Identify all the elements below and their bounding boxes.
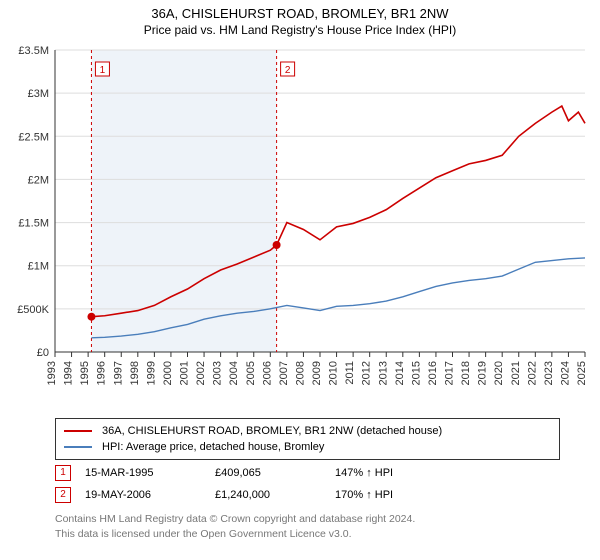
svg-text:1998: 1998 (129, 361, 141, 385)
svg-text:£1.5M: £1.5M (18, 218, 49, 230)
svg-text:1: 1 (100, 65, 106, 76)
svg-text:1999: 1999 (145, 361, 157, 385)
svg-text:1993: 1993 (46, 361, 58, 385)
footer-line-2: This data is licensed under the Open Gov… (55, 527, 415, 542)
svg-text:2003: 2003 (212, 361, 224, 385)
legend-box: 36A, CHISLEHURST ROAD, BROMLEY, BR1 2NW … (55, 418, 560, 460)
sale-pct: 170% ↑ HPI (335, 489, 455, 501)
svg-text:2001: 2001 (179, 361, 191, 385)
svg-text:£0: £0 (37, 347, 49, 359)
sale-badge: 2 (55, 487, 71, 503)
svg-text:2006: 2006 (261, 361, 273, 385)
svg-text:2013: 2013 (377, 361, 389, 385)
svg-text:£3M: £3M (28, 88, 49, 100)
svg-text:1997: 1997 (112, 361, 124, 385)
chart-title: 36A, CHISLEHURST ROAD, BROMLEY, BR1 2NW (0, 0, 600, 21)
svg-text:2014: 2014 (394, 361, 406, 385)
legend-label: 36A, CHISLEHURST ROAD, BROMLEY, BR1 2NW … (102, 425, 442, 437)
legend-row: 36A, CHISLEHURST ROAD, BROMLEY, BR1 2NW … (64, 423, 551, 439)
svg-text:2015: 2015 (410, 361, 422, 385)
legend-swatch (64, 446, 92, 448)
sale-badge: 1 (55, 465, 71, 481)
legend-label: HPI: Average price, detached house, Brom… (102, 441, 324, 453)
legend-row: HPI: Average price, detached house, Brom… (64, 439, 551, 455)
chart-subtitle: Price paid vs. HM Land Registry's House … (0, 21, 600, 37)
svg-text:2012: 2012 (361, 361, 373, 385)
svg-text:£2.5M: £2.5M (18, 131, 49, 143)
svg-text:2005: 2005 (245, 361, 257, 385)
svg-text:2020: 2020 (493, 361, 505, 385)
svg-text:2024: 2024 (559, 361, 571, 385)
svg-text:2011: 2011 (344, 361, 356, 385)
svg-text:2008: 2008 (294, 361, 306, 385)
sale-date: 15-MAR-1995 (85, 467, 215, 479)
svg-text:2007: 2007 (278, 361, 290, 385)
svg-text:2022: 2022 (526, 361, 538, 385)
svg-text:2019: 2019 (477, 361, 489, 385)
footer-attribution: Contains HM Land Registry data © Crown c… (55, 512, 415, 541)
sale-pct: 147% ↑ HPI (335, 467, 455, 479)
svg-text:£500K: £500K (17, 304, 49, 316)
svg-text:2025: 2025 (576, 361, 588, 385)
svg-text:2016: 2016 (427, 361, 439, 385)
svg-text:2017: 2017 (444, 361, 456, 385)
svg-text:2018: 2018 (460, 361, 472, 385)
legend-swatch (64, 430, 92, 432)
svg-text:2009: 2009 (311, 361, 323, 385)
svg-text:£3.5M: £3.5M (18, 45, 49, 57)
sales-table: 1 15-MAR-1995£409,065147% ↑ HPI 2 19-MAY-20… (55, 462, 455, 506)
svg-text:2000: 2000 (162, 361, 174, 385)
svg-text:2: 2 (285, 65, 291, 76)
chart-container: 36A, CHISLEHURST ROAD, BROMLEY, BR1 2NW … (0, 0, 600, 560)
svg-text:2021: 2021 (510, 361, 522, 385)
svg-text:1996: 1996 (96, 361, 108, 385)
svg-text:2023: 2023 (543, 361, 555, 385)
sale-date: 19-MAY-2006 (85, 489, 215, 501)
svg-text:2002: 2002 (195, 361, 207, 385)
sale-price: £1,240,000 (215, 489, 335, 501)
sale-row: 1 15-MAR-1995£409,065147% ↑ HPI (55, 462, 455, 484)
sale-price: £409,065 (215, 467, 335, 479)
svg-text:£1M: £1M (28, 261, 49, 273)
footer-line-1: Contains HM Land Registry data © Crown c… (55, 512, 415, 527)
chart-plot-area: £0 £500K £1M £1.5M £2M £2.5M £3M £3.5M 1993 1994 1… (0, 42, 600, 412)
svg-text:2004: 2004 (228, 361, 240, 385)
svg-text:1995: 1995 (79, 361, 91, 385)
svg-text:1994: 1994 (63, 361, 75, 385)
sale-row: 2 19-MAY-2006£1,240,000170% ↑ HPI (55, 484, 455, 506)
svg-text:£2M: £2M (28, 174, 49, 186)
svg-text:2010: 2010 (328, 361, 340, 385)
chart-svg: £0 £500K £1M £1.5M £2M £2.5M £3M £3.5M 1993 1994 1… (0, 42, 600, 412)
